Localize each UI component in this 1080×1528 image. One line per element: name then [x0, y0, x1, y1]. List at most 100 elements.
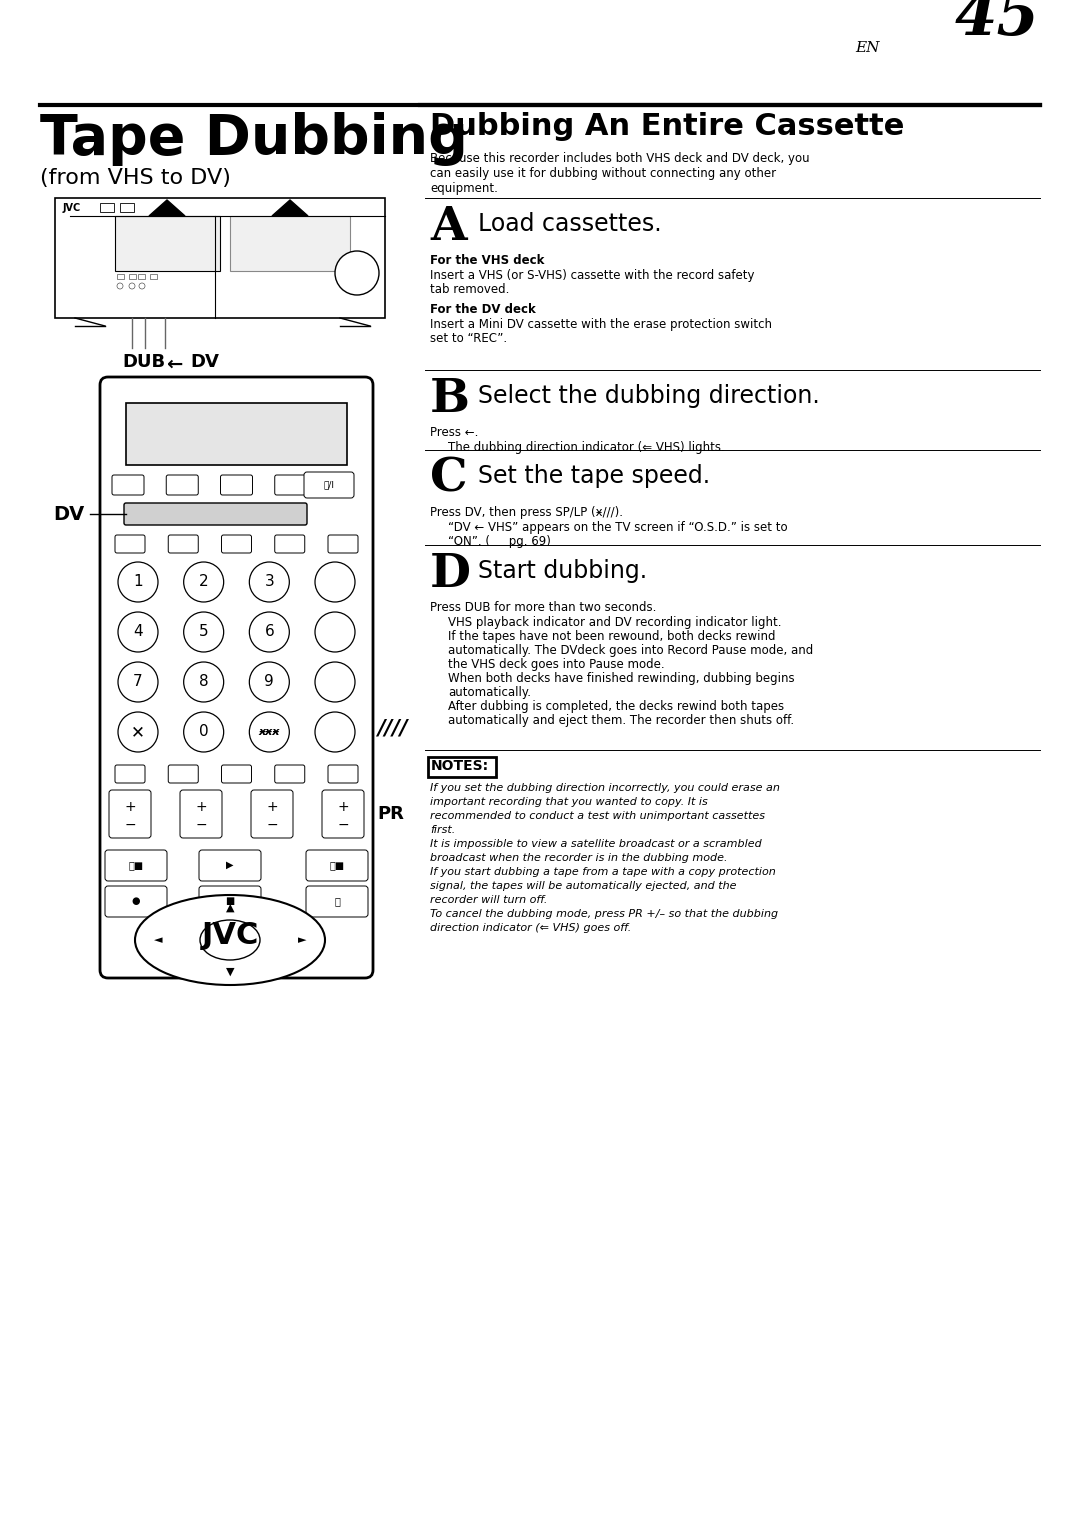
Text: Tape Dubbing: Tape Dubbing	[40, 112, 468, 167]
Text: Insert a VHS (or S-VHS) cassette with the record safety: Insert a VHS (or S-VHS) cassette with th…	[430, 269, 755, 283]
Text: first.: first.	[430, 825, 456, 834]
Text: automatically.: automatically.	[448, 686, 531, 698]
Text: 45: 45	[955, 0, 1040, 47]
FancyBboxPatch shape	[328, 766, 357, 782]
Circle shape	[184, 613, 224, 652]
FancyBboxPatch shape	[114, 535, 145, 553]
Circle shape	[118, 562, 158, 602]
Bar	[120, 203, 134, 212]
FancyBboxPatch shape	[306, 886, 368, 917]
FancyBboxPatch shape	[109, 790, 151, 837]
Circle shape	[315, 562, 355, 602]
Text: ←: ←	[166, 354, 183, 374]
Circle shape	[249, 662, 289, 701]
Text: D: D	[430, 552, 471, 597]
FancyBboxPatch shape	[220, 475, 253, 495]
Polygon shape	[149, 200, 185, 215]
Circle shape	[184, 712, 224, 752]
FancyBboxPatch shape	[100, 377, 373, 978]
Circle shape	[184, 562, 224, 602]
Text: DV: DV	[190, 353, 219, 371]
FancyBboxPatch shape	[251, 790, 293, 837]
Text: can easily use it for dubbing without connecting any other: can easily use it for dubbing without co…	[430, 167, 777, 180]
Text: equipment.: equipment.	[430, 182, 498, 196]
Text: automatically. The DVdeck goes into Record Pause mode, and: automatically. The DVdeck goes into Reco…	[448, 643, 813, 657]
Text: ⏪■: ⏪■	[129, 860, 144, 869]
Text: signal, the tapes will be automatically ejected, and the: signal, the tapes will be automatically …	[430, 882, 737, 891]
Text: direction indicator (⇐ VHS) goes off.: direction indicator (⇐ VHS) goes off.	[430, 923, 631, 934]
Text: automatically and eject them. The recorder then shuts off.: automatically and eject them. The record…	[448, 714, 794, 727]
FancyBboxPatch shape	[221, 766, 252, 782]
Text: For the VHS deck: For the VHS deck	[430, 254, 544, 267]
Text: −: −	[195, 817, 206, 833]
Circle shape	[335, 251, 379, 295]
Text: 1: 1	[133, 575, 143, 590]
FancyBboxPatch shape	[166, 475, 199, 495]
Text: 8: 8	[199, 674, 208, 689]
Text: −: −	[337, 817, 349, 833]
Ellipse shape	[135, 895, 325, 986]
Text: DV: DV	[53, 504, 84, 524]
Text: A: A	[430, 205, 467, 251]
Text: 5: 5	[199, 625, 208, 640]
FancyBboxPatch shape	[306, 850, 368, 882]
Text: Start dubbing.: Start dubbing.	[478, 559, 647, 584]
Text: ✕: ✕	[131, 723, 145, 741]
Circle shape	[139, 283, 145, 289]
FancyBboxPatch shape	[124, 503, 307, 526]
Text: Press ←.: Press ←.	[430, 426, 478, 439]
Polygon shape	[272, 200, 308, 215]
Bar	[117, 274, 124, 280]
Text: To cancel the dubbing mode, press PR +/– so that the dubbing: To cancel the dubbing mode, press PR +/–…	[430, 909, 778, 918]
FancyBboxPatch shape	[322, 790, 364, 837]
Text: ►: ►	[298, 935, 307, 944]
Text: 4: 4	[133, 625, 143, 640]
Text: +: +	[266, 801, 278, 814]
Text: After dubbing is completed, the decks rewind both tapes: After dubbing is completed, the decks re…	[448, 700, 784, 714]
Text: ⏻/I: ⏻/I	[324, 480, 335, 489]
Ellipse shape	[200, 920, 260, 960]
Text: 9: 9	[265, 674, 274, 689]
Text: −: −	[266, 817, 278, 833]
Text: ■: ■	[226, 895, 234, 906]
Text: +: +	[195, 801, 206, 814]
FancyBboxPatch shape	[303, 472, 354, 498]
Circle shape	[129, 283, 135, 289]
Circle shape	[315, 613, 355, 652]
Circle shape	[118, 662, 158, 701]
FancyBboxPatch shape	[274, 535, 305, 553]
Text: 0: 0	[199, 724, 208, 740]
Bar	[230, 215, 350, 270]
FancyBboxPatch shape	[168, 535, 199, 553]
FancyBboxPatch shape	[168, 766, 199, 782]
Text: tab removed.: tab removed.	[430, 283, 510, 296]
Text: C: C	[430, 455, 468, 503]
Bar	[55, 199, 384, 318]
Circle shape	[118, 712, 158, 752]
Circle shape	[117, 283, 123, 289]
FancyBboxPatch shape	[274, 475, 307, 495]
Text: broadcast when the recorder is in the dubbing mode.: broadcast when the recorder is in the du…	[430, 853, 728, 863]
FancyBboxPatch shape	[221, 535, 252, 553]
Text: The dubbing direction indicator (⇐ VHS) lights.: The dubbing direction indicator (⇐ VHS) …	[448, 442, 725, 454]
Text: JVC: JVC	[201, 920, 259, 949]
Text: Insert a Mini DV cassette with the erase protection switch: Insert a Mini DV cassette with the erase…	[430, 318, 772, 332]
Circle shape	[249, 562, 289, 602]
Text: ////: ////	[377, 720, 407, 740]
Circle shape	[118, 613, 158, 652]
Text: PR: PR	[377, 805, 404, 824]
FancyBboxPatch shape	[274, 766, 305, 782]
Text: Press DV, then press SP/LP (ӿ///).: Press DV, then press SP/LP (ӿ///).	[430, 506, 623, 520]
Text: “DV ← VHS” appears on the TV screen if “O.S.D.” is set to: “DV ← VHS” appears on the TV screen if “…	[448, 521, 787, 533]
Text: Press DUB for more than two seconds.: Press DUB for more than two seconds.	[430, 601, 657, 614]
Text: set to “REC”.: set to “REC”.	[430, 332, 508, 345]
Text: EN: EN	[855, 41, 880, 55]
Text: 7: 7	[133, 674, 143, 689]
Text: +: +	[124, 801, 136, 814]
Bar	[428, 756, 496, 778]
Text: ▲: ▲	[226, 903, 234, 914]
Text: JVC: JVC	[63, 203, 81, 212]
Bar	[150, 274, 157, 280]
Circle shape	[249, 613, 289, 652]
Circle shape	[315, 662, 355, 701]
